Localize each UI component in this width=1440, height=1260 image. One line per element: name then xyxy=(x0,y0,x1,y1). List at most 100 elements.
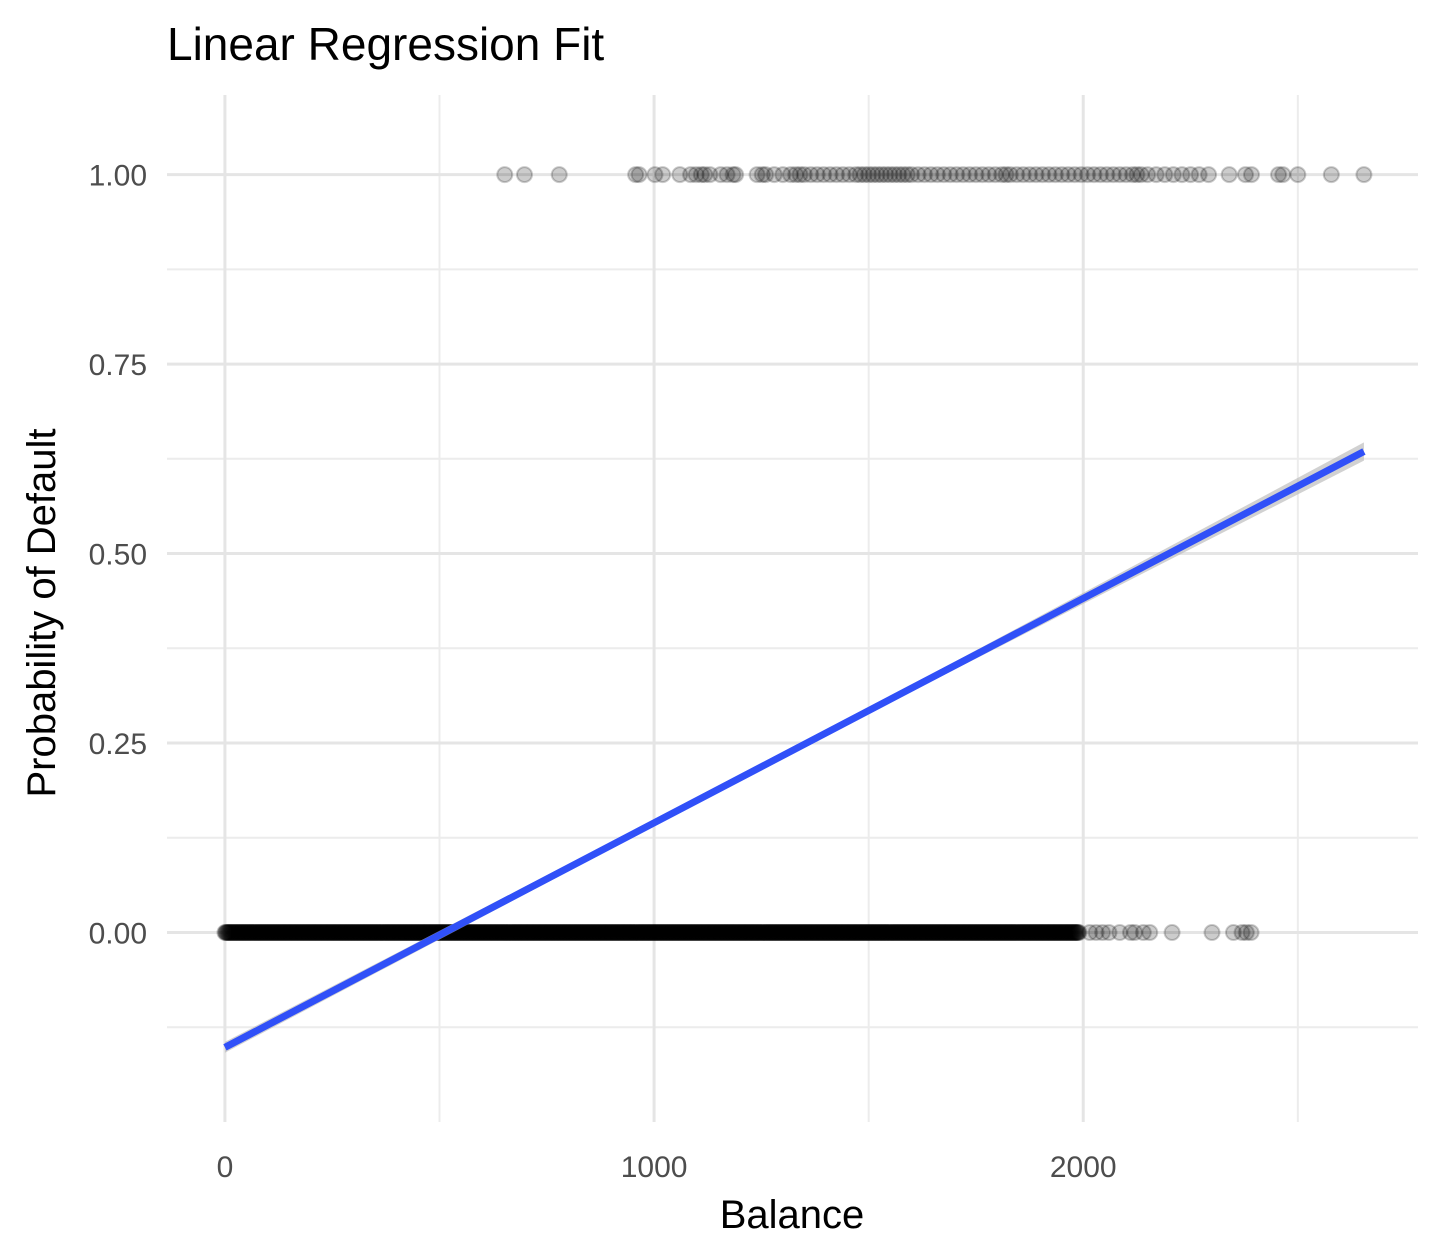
data-point xyxy=(999,924,1017,942)
data-point xyxy=(610,924,628,942)
data-point xyxy=(330,924,348,942)
data-point xyxy=(973,166,991,184)
data-point xyxy=(661,924,679,942)
data-point xyxy=(1064,924,1082,942)
regression-fit xyxy=(223,442,1366,1053)
data-point xyxy=(911,924,929,942)
data-point xyxy=(1098,166,1116,184)
data-point xyxy=(582,924,600,942)
data-point xyxy=(916,924,934,942)
data-point xyxy=(225,924,243,942)
data-point xyxy=(941,924,959,942)
data-point xyxy=(655,924,673,942)
data-point xyxy=(772,924,790,942)
data-point xyxy=(769,924,787,942)
data-point xyxy=(341,924,359,942)
data-point xyxy=(915,924,933,942)
data-point xyxy=(1046,166,1064,184)
data-point xyxy=(975,924,993,942)
data-point xyxy=(219,924,237,942)
data-point xyxy=(1025,924,1043,942)
data-point xyxy=(768,924,786,942)
data-point xyxy=(660,924,678,942)
data-point xyxy=(720,924,738,942)
data-point xyxy=(874,924,892,942)
data-point xyxy=(377,924,395,942)
data-point xyxy=(889,924,907,942)
data-point xyxy=(1037,924,1055,942)
data-point xyxy=(791,166,809,184)
data-point xyxy=(709,924,727,942)
data-point xyxy=(712,166,730,184)
data-point xyxy=(307,924,325,942)
data-point xyxy=(305,924,323,942)
data-point xyxy=(795,166,813,184)
data-point xyxy=(608,924,626,942)
data-point xyxy=(906,924,924,942)
data-point xyxy=(657,924,675,942)
data-point xyxy=(285,924,303,942)
data-point xyxy=(289,924,307,942)
data-point xyxy=(280,924,298,942)
data-point xyxy=(243,924,261,942)
data-point xyxy=(644,924,662,942)
data-point xyxy=(309,924,327,942)
data-point xyxy=(730,924,748,942)
data-point xyxy=(695,924,713,942)
data-point xyxy=(872,924,890,942)
data-point xyxy=(946,924,964,942)
data-point xyxy=(976,924,994,942)
data-point xyxy=(993,924,1011,942)
data-point xyxy=(1053,166,1071,184)
data-point xyxy=(956,924,974,942)
data-point xyxy=(930,924,948,942)
data-point xyxy=(808,924,826,942)
data-point xyxy=(777,924,795,942)
data-point xyxy=(361,924,379,942)
data-point xyxy=(765,924,783,942)
data-point xyxy=(628,924,646,942)
data-point xyxy=(817,924,835,942)
data-point xyxy=(1000,924,1018,942)
data-point xyxy=(723,924,741,942)
data-point xyxy=(359,924,377,942)
data-point xyxy=(865,924,883,942)
data-point xyxy=(910,924,928,942)
data-point xyxy=(469,924,487,942)
data-point xyxy=(701,166,719,184)
data-point xyxy=(1014,924,1032,942)
data-point xyxy=(811,924,829,942)
data-point xyxy=(803,924,821,942)
data-point xyxy=(399,924,417,942)
data-point xyxy=(1020,924,1038,942)
data-point xyxy=(1012,924,1030,942)
data-point xyxy=(582,924,600,942)
data-point xyxy=(973,924,991,942)
data-point xyxy=(274,924,292,942)
data-point xyxy=(987,924,1005,942)
data-point xyxy=(406,924,424,942)
data-point xyxy=(1220,166,1238,184)
data-point xyxy=(752,924,770,942)
data-point xyxy=(482,924,500,942)
data-point xyxy=(273,924,291,942)
data-point xyxy=(570,924,588,942)
data-point xyxy=(998,924,1016,942)
data-point xyxy=(599,924,617,942)
data-point xyxy=(400,924,418,942)
data-point xyxy=(236,924,254,942)
data-point xyxy=(879,924,897,942)
data-point xyxy=(941,166,959,184)
data-point xyxy=(828,924,846,942)
data-point xyxy=(1013,924,1031,942)
data-point xyxy=(722,924,740,942)
data-point xyxy=(921,924,939,942)
data-point xyxy=(625,924,643,942)
data-point xyxy=(604,924,622,942)
data-point xyxy=(900,924,918,942)
data-point xyxy=(281,924,299,942)
data-point xyxy=(624,924,642,942)
data-point xyxy=(227,924,245,942)
data-point xyxy=(240,924,258,942)
data-point xyxy=(611,924,629,942)
